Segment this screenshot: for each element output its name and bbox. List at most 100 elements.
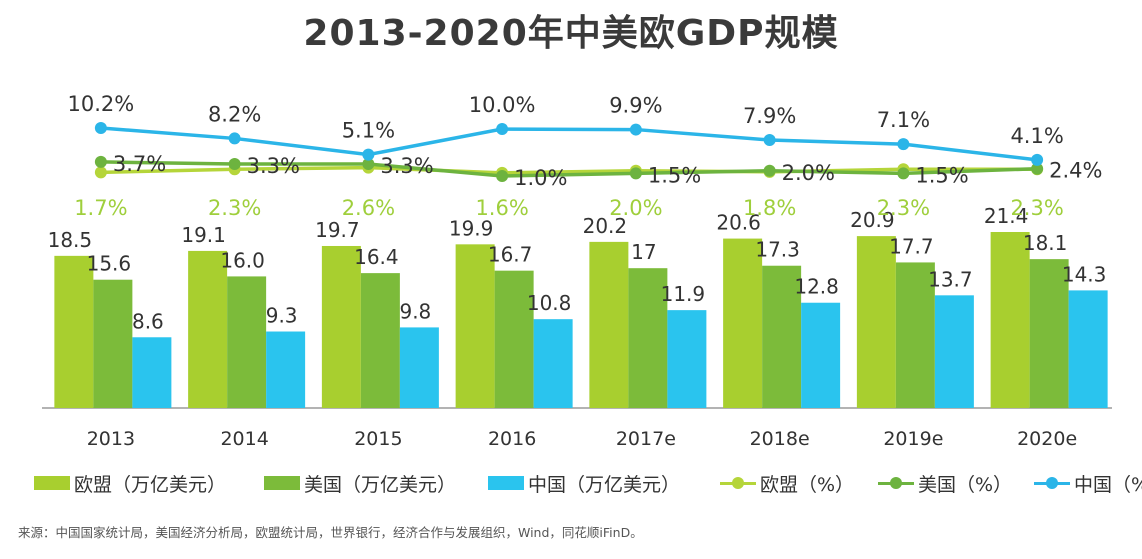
bar-eu-2013 bbox=[54, 255, 94, 408]
legend-item-cn-line: 中国（%） bbox=[1034, 468, 1142, 498]
bar-label-cn-2017e: 11.9 bbox=[661, 282, 706, 306]
bar-label-eu-2018e: 20.6 bbox=[716, 211, 761, 235]
bar-label-us-2014: 16.0 bbox=[220, 248, 265, 272]
legend-item-eu-bar: 欧盟（万亿美元） bbox=[34, 468, 226, 498]
bar-cn-2013 bbox=[132, 337, 172, 408]
point-us-2017e bbox=[629, 167, 642, 180]
label-us-2018e: 2.0% bbox=[782, 161, 835, 185]
label-eu-2013: 1.7% bbox=[74, 196, 127, 220]
bar-eu-2015 bbox=[321, 245, 361, 408]
bar-us-2013 bbox=[93, 279, 133, 408]
bar-us-2017e bbox=[628, 268, 668, 408]
bar-eu-2020e bbox=[990, 232, 1030, 408]
label-cn-2014: 8.2% bbox=[208, 102, 261, 126]
legend-swatch-cn-bar bbox=[488, 476, 524, 490]
label-cn-2018e: 7.9% bbox=[743, 104, 796, 128]
x-tick-2020e: 2020e bbox=[1017, 428, 1077, 450]
line-us bbox=[100, 160, 1038, 178]
legend-label-cn-line: 中国（%） bbox=[1074, 473, 1142, 496]
point-us-2014 bbox=[228, 158, 241, 170]
label-eu-2016: 1.6% bbox=[475, 196, 528, 220]
bar-eu-2016 bbox=[455, 244, 495, 408]
point-cn-2013 bbox=[94, 122, 107, 134]
bar-label-eu-2017e: 20.2 bbox=[583, 214, 628, 238]
bar-label-cn-2020e: 14.3 bbox=[1062, 262, 1107, 286]
line-eu bbox=[100, 165, 1038, 175]
label-us-2020e: 2.4% bbox=[1049, 159, 1102, 183]
point-us-2020e bbox=[1031, 162, 1044, 175]
label-us-2019e: 1.5% bbox=[915, 163, 968, 187]
bar-cn-2019e bbox=[934, 295, 974, 408]
bar-cn-2017e bbox=[667, 310, 707, 408]
x-tick-2017e: 2017e bbox=[616, 428, 676, 450]
bar-label-eu-2020e: 21.4 bbox=[984, 204, 1029, 228]
legend-swatch-eu-bar bbox=[34, 476, 70, 490]
point-us-2015 bbox=[362, 158, 375, 170]
legend-swatch-cn-line bbox=[1034, 476, 1070, 490]
legend-label-eu-line: 欧盟（%） bbox=[760, 473, 855, 496]
point-us-2019e bbox=[897, 167, 910, 180]
legend-label-eu-bar: 欧盟（万亿美元） bbox=[74, 473, 227, 496]
point-eu-2013 bbox=[94, 166, 107, 179]
point-cn-2017e bbox=[629, 123, 642, 136]
label-eu-2017e: 2.0% bbox=[609, 196, 662, 220]
x-tick-2015: 2015 bbox=[354, 428, 402, 450]
line-cn bbox=[100, 126, 1038, 162]
gdp-chart: 18.515.6 8.6 2013 19.116.0 9.3 2014 19.7 16.4 9.… bbox=[42, 92, 1112, 450]
label-us-2013: 3.7% bbox=[113, 152, 166, 176]
label-eu-2019e: 2.3% bbox=[877, 196, 930, 220]
legend-label-us-bar: 美国（万亿美元） bbox=[304, 473, 457, 496]
bar-label-us-2020e: 18.1 bbox=[1023, 231, 1068, 255]
legend-swatch-us-line bbox=[878, 476, 914, 490]
point-cn-2015 bbox=[362, 148, 375, 161]
bar-us-2019e bbox=[895, 262, 935, 408]
bar-cn-2015 bbox=[399, 327, 439, 408]
bar-cn-2018e bbox=[801, 302, 841, 408]
bar-label-cn-2016: 10.8 bbox=[527, 291, 572, 315]
bar-eu-2019e bbox=[856, 236, 896, 408]
bar-label-cn-2013: 8.6 bbox=[132, 309, 164, 333]
label-us-2016: 1.0% bbox=[514, 166, 567, 190]
legend-label-us-line: 美国（%） bbox=[918, 473, 1013, 496]
bar-label-us-2015: 16.4 bbox=[354, 245, 399, 269]
bar-label-us-2019e: 17.7 bbox=[889, 234, 934, 258]
chart-title: 2013-2020年中美欧GDP规模 bbox=[303, 13, 839, 54]
label-cn-2016: 10.0% bbox=[469, 93, 536, 117]
label-cn-2019e: 7.1% bbox=[877, 108, 930, 132]
point-us-2013 bbox=[94, 155, 107, 168]
bar-eu-2018e bbox=[723, 238, 763, 408]
point-us-2018e bbox=[763, 164, 776, 177]
x-tick-2014: 2014 bbox=[220, 428, 268, 450]
legend-item-us-line: 美国（%） bbox=[878, 468, 1012, 498]
bar-us-2014 bbox=[227, 276, 267, 408]
bar-label-eu-2016: 19.9 bbox=[449, 216, 494, 240]
legend-swatch-us-bar bbox=[264, 476, 300, 490]
bar-us-2020e bbox=[1029, 259, 1069, 408]
label-eu-2020e: 2.3% bbox=[1010, 196, 1063, 220]
label-cn-2017e: 9.9% bbox=[609, 94, 662, 118]
bar-cn-2020e bbox=[1068, 290, 1108, 408]
legend: 欧盟（万亿美元） 美国（万亿美元） 中国（万亿美元） 欧盟（%） 美国（%） 中国（%） bbox=[34, 468, 1142, 498]
label-us-2017e: 1.5% bbox=[648, 163, 701, 187]
label-us-2015: 3.3% bbox=[380, 154, 433, 178]
bar-label-eu-2013: 18.5 bbox=[48, 228, 93, 252]
legend-swatch-eu-line bbox=[720, 476, 756, 490]
bar-label-us-2016: 16.7 bbox=[488, 243, 533, 267]
bar-label-eu-2015: 19.7 bbox=[315, 218, 360, 242]
point-cn-2018e bbox=[763, 134, 776, 146]
point-us-2016 bbox=[496, 170, 509, 182]
label-eu-2015: 2.6% bbox=[342, 196, 395, 220]
legend-item-cn-bar: 中国（万亿美元） bbox=[488, 468, 680, 498]
x-tick-2013: 2013 bbox=[87, 428, 135, 450]
point-cn-2020e bbox=[1031, 153, 1044, 166]
x-tick-2018e: 2018e bbox=[750, 428, 810, 450]
bar-label-eu-2014: 19.1 bbox=[181, 223, 226, 247]
bar-label-cn-2014: 9.3 bbox=[266, 304, 298, 328]
bar-us-2016 bbox=[494, 270, 534, 408]
label-cn-2020e: 4.1% bbox=[1010, 124, 1063, 148]
label-eu-2018e: 1.8% bbox=[743, 196, 796, 220]
bar-label-eu-2019e: 20.9 bbox=[850, 208, 895, 232]
bar-eu-2014 bbox=[188, 250, 228, 408]
bar-cn-2016 bbox=[533, 319, 573, 408]
point-cn-2014 bbox=[228, 132, 241, 145]
